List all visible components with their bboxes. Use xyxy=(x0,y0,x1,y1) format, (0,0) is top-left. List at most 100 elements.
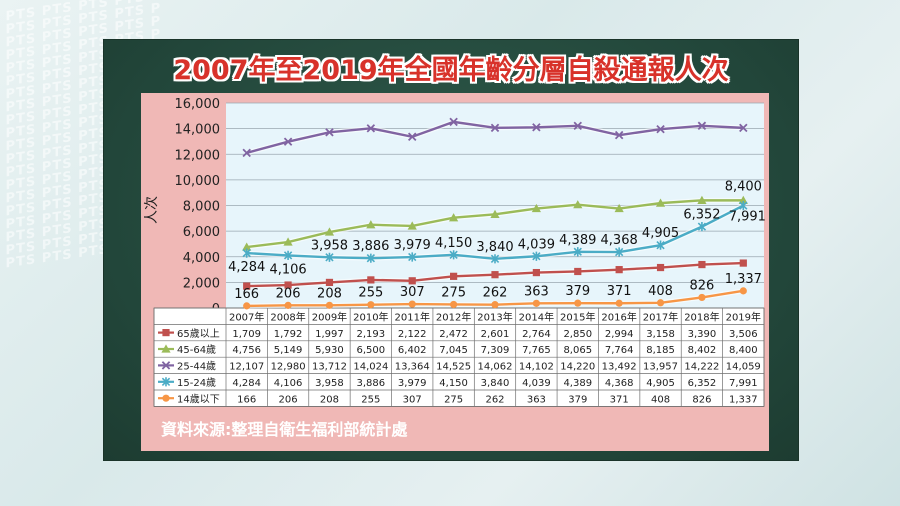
data-label-under-14: 371 xyxy=(607,284,632,299)
data-point-marker xyxy=(491,301,499,309)
data-label-45-64: 8,400 xyxy=(725,179,762,194)
data-point-marker xyxy=(325,278,334,287)
data-point-marker xyxy=(242,148,251,158)
data-point-marker xyxy=(283,237,293,246)
data-label-under-14: 826 xyxy=(690,278,715,293)
data-label-under-14: 379 xyxy=(565,284,590,299)
chalkboard-frame: 2007年至2019年全國年齡分層自殺通報人次 02,0004,0006,000… xyxy=(104,40,798,460)
table-cell-value: 2,994 xyxy=(605,329,634,340)
y-tick-label: 6,000 xyxy=(183,225,220,240)
data-point-marker xyxy=(408,277,416,285)
x-category-label: 2011年 xyxy=(395,310,430,323)
x-category-label: 2010年 xyxy=(353,310,388,323)
data-point-marker xyxy=(614,247,624,257)
data-point-marker xyxy=(615,299,623,307)
data-point-marker xyxy=(532,251,541,261)
table-cell-value: 1,997 xyxy=(315,329,344,340)
legend-key-marker xyxy=(161,344,171,353)
data-point-marker xyxy=(367,276,375,284)
table-cell-value: 4,284 xyxy=(232,378,261,389)
y-tick-label: 10,000 xyxy=(175,174,221,189)
x-category-label: 2012年 xyxy=(436,310,471,323)
table-cell-value: 3,158 xyxy=(646,329,675,340)
data-point-marker xyxy=(325,252,334,262)
data-point-marker xyxy=(243,302,251,310)
data-point-marker xyxy=(698,293,706,302)
data-point-marker xyxy=(656,124,665,134)
data-label-15-24: 6,352 xyxy=(683,208,720,223)
table-cell-value: 13,712 xyxy=(312,362,347,373)
x-category-label: 2018年 xyxy=(684,310,719,323)
y-tick-label: 14,000 xyxy=(175,123,221,138)
data-point-marker xyxy=(490,123,500,133)
table-cell-value: 3,840 xyxy=(481,378,510,389)
data-point-marker xyxy=(284,281,292,289)
data-point-marker xyxy=(283,250,293,260)
data-label-15-24: 4,389 xyxy=(559,233,596,248)
table-cell-value: 14,220 xyxy=(560,362,595,373)
data-point-marker xyxy=(698,260,706,269)
source-note: 資料來源:整理自衛生福利部統計處 xyxy=(161,420,408,439)
table-cell-value: 8,065 xyxy=(563,345,592,356)
table-cell-value: 1,337 xyxy=(729,394,758,405)
table-cell-value: 4,389 xyxy=(563,378,592,389)
data-point-marker xyxy=(242,248,251,258)
y-axis-label: 人次 xyxy=(144,196,160,224)
table-cell-value: 3,958 xyxy=(315,378,344,389)
data-label-under-14: 166 xyxy=(234,287,259,302)
y-tick-label: 4,000 xyxy=(183,251,220,266)
table-cell-value: 4,150 xyxy=(439,378,468,389)
x-category-label: 2014年 xyxy=(519,310,554,323)
table-cell-value: 5,930 xyxy=(315,345,344,356)
data-label-15-24: 4,106 xyxy=(269,262,306,277)
table-cell-value: 7,765 xyxy=(522,345,551,356)
table-cell-value: 4,756 xyxy=(232,345,261,356)
data-point-marker xyxy=(242,242,252,251)
table-cell-value: 8,185 xyxy=(646,345,675,356)
data-point-marker xyxy=(532,299,540,307)
data-point-marker xyxy=(697,222,707,232)
table-cell-value: 206 xyxy=(279,394,298,405)
table-cell-value: 4,368 xyxy=(605,378,634,389)
data-point-marker xyxy=(739,201,748,211)
data-label-under-14: 363 xyxy=(524,284,549,299)
table-cell-value: 2,764 xyxy=(522,329,551,340)
data-point-marker xyxy=(366,220,376,229)
data-point-marker xyxy=(574,267,582,276)
data-point-marker xyxy=(573,200,583,209)
table-cell-value: 1,709 xyxy=(232,329,261,340)
data-point-marker xyxy=(573,121,583,131)
data-point-marker xyxy=(449,213,459,222)
table-cell-value: 3,886 xyxy=(357,378,386,389)
data-label-under-14: 206 xyxy=(276,286,301,301)
x-category-label: 2008年 xyxy=(270,310,305,323)
data-label-15-24: 4,368 xyxy=(601,233,638,248)
legend-series-name: 15-24歲 xyxy=(177,376,216,389)
table-cell-value: 408 xyxy=(651,394,670,405)
data-label-15-24: 4,039 xyxy=(518,237,555,252)
data-point-marker xyxy=(325,301,334,309)
data-point-marker xyxy=(449,250,458,260)
y-tick-label: 12,000 xyxy=(175,148,221,163)
table-cell-value: 307 xyxy=(403,394,422,405)
data-point-marker xyxy=(450,300,458,309)
table-cell-value: 14,525 xyxy=(436,362,471,373)
table-cell-value: 7,309 xyxy=(481,345,510,356)
data-point-marker xyxy=(656,263,665,272)
data-point-marker xyxy=(574,299,582,307)
legend-series-name: 25-44歲 xyxy=(177,360,216,373)
data-point-marker xyxy=(324,227,335,236)
table-cell-value: 2,193 xyxy=(357,329,386,340)
table-cell-value: 4,905 xyxy=(646,378,675,389)
data-label-15-24: 7,991 xyxy=(729,210,766,225)
y-tick-label: 8,000 xyxy=(183,200,220,215)
table-cell-value: 8,400 xyxy=(729,345,758,356)
data-label-under-14: 255 xyxy=(358,286,383,301)
data-point-marker xyxy=(491,271,499,279)
data-label-under-14: 275 xyxy=(441,285,466,300)
data-point-marker xyxy=(697,121,707,131)
legend-series-name: 45-64歲 xyxy=(177,343,216,356)
table-cell-value: 6,352 xyxy=(688,378,717,389)
y-tick-label: 16,000 xyxy=(175,97,221,112)
data-point-marker xyxy=(325,128,334,137)
